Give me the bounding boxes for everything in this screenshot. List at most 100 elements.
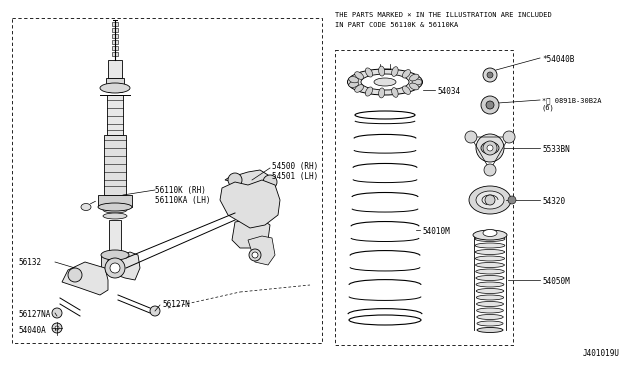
Text: 5533BN: 5533BN: [542, 145, 570, 154]
Ellipse shape: [379, 66, 385, 76]
Bar: [108, 84, 122, 92]
Circle shape: [252, 252, 258, 258]
Circle shape: [487, 72, 493, 78]
Circle shape: [105, 258, 125, 278]
Ellipse shape: [98, 203, 132, 211]
Ellipse shape: [355, 85, 364, 92]
Ellipse shape: [100, 83, 130, 93]
Polygon shape: [248, 236, 275, 265]
Circle shape: [55, 326, 59, 330]
Circle shape: [481, 96, 499, 114]
Ellipse shape: [374, 78, 396, 86]
Ellipse shape: [476, 191, 504, 209]
FancyArrowPatch shape: [90, 201, 95, 204]
Bar: [112, 52, 118, 56]
Ellipse shape: [348, 69, 422, 95]
Circle shape: [263, 175, 277, 189]
Ellipse shape: [365, 68, 372, 77]
Bar: [107, 95, 123, 135]
Ellipse shape: [481, 142, 499, 154]
Bar: [12, 18, 322, 343]
Circle shape: [483, 141, 497, 155]
Ellipse shape: [476, 289, 504, 294]
Bar: [112, 34, 118, 38]
Polygon shape: [232, 218, 270, 248]
Circle shape: [52, 323, 62, 333]
Ellipse shape: [412, 79, 422, 85]
Circle shape: [487, 145, 493, 151]
Circle shape: [234, 187, 270, 223]
Bar: [108, 60, 122, 78]
Ellipse shape: [476, 282, 504, 287]
Ellipse shape: [477, 314, 503, 320]
Ellipse shape: [483, 230, 497, 237]
Circle shape: [485, 195, 495, 205]
Polygon shape: [220, 180, 280, 228]
Ellipse shape: [477, 327, 503, 333]
Circle shape: [484, 164, 496, 176]
Text: 54501 (LH): 54501 (LH): [272, 172, 318, 181]
Ellipse shape: [477, 321, 503, 326]
Ellipse shape: [403, 70, 410, 78]
Text: THE PARTS MARKED × IN THE ILLUSTRATION ARE INCLUDED: THE PARTS MARKED × IN THE ILLUSTRATION A…: [335, 12, 552, 18]
Circle shape: [476, 134, 504, 162]
Bar: [109, 220, 121, 255]
Circle shape: [503, 131, 515, 143]
Ellipse shape: [103, 213, 127, 219]
Text: IN PART CODE 56110K & 56110KA: IN PART CODE 56110K & 56110KA: [335, 22, 458, 28]
Bar: [112, 22, 118, 26]
Ellipse shape: [81, 203, 91, 211]
Text: 56127N: 56127N: [162, 300, 189, 309]
Text: 54034: 54034: [437, 87, 460, 96]
Ellipse shape: [473, 230, 507, 240]
Ellipse shape: [355, 72, 364, 79]
Ellipse shape: [410, 83, 419, 90]
Circle shape: [150, 306, 160, 316]
Ellipse shape: [365, 87, 372, 96]
Text: 54040A: 54040A: [18, 326, 45, 335]
Ellipse shape: [101, 250, 129, 260]
Circle shape: [52, 308, 62, 318]
Text: 56110KA (LH): 56110KA (LH): [155, 196, 211, 205]
Ellipse shape: [403, 86, 410, 94]
Text: *54040B: *54040B: [542, 55, 574, 64]
Bar: [112, 40, 118, 44]
Ellipse shape: [410, 74, 419, 81]
Circle shape: [242, 195, 262, 215]
Ellipse shape: [361, 74, 409, 90]
Text: 54500 (RH): 54500 (RH): [272, 162, 318, 171]
Text: 54320: 54320: [542, 197, 565, 206]
Circle shape: [465, 131, 477, 143]
Ellipse shape: [476, 256, 504, 261]
Polygon shape: [62, 262, 108, 295]
Circle shape: [228, 173, 242, 187]
Ellipse shape: [349, 81, 358, 87]
Polygon shape: [225, 170, 270, 195]
Circle shape: [483, 68, 497, 82]
Circle shape: [110, 263, 120, 273]
Text: 56127NA: 56127NA: [18, 310, 51, 319]
Polygon shape: [108, 252, 140, 280]
Text: 56110K (RH): 56110K (RH): [155, 186, 206, 195]
Text: J401019U: J401019U: [583, 349, 620, 358]
Bar: [335, 50, 513, 345]
Text: 54050M: 54050M: [542, 277, 570, 286]
Ellipse shape: [103, 207, 127, 213]
Text: 54010M: 54010M: [422, 227, 450, 236]
Ellipse shape: [477, 308, 503, 313]
Circle shape: [486, 101, 494, 109]
Ellipse shape: [475, 237, 505, 241]
Ellipse shape: [392, 88, 398, 97]
Bar: [98, 195, 132, 207]
Ellipse shape: [476, 250, 505, 254]
Bar: [112, 46, 118, 50]
Bar: [104, 135, 126, 195]
Circle shape: [249, 249, 261, 261]
Circle shape: [72, 272, 78, 278]
Bar: [112, 28, 118, 32]
Ellipse shape: [476, 276, 504, 280]
Ellipse shape: [476, 295, 504, 300]
Ellipse shape: [477, 301, 504, 307]
Ellipse shape: [476, 269, 504, 274]
Bar: [106, 78, 124, 84]
